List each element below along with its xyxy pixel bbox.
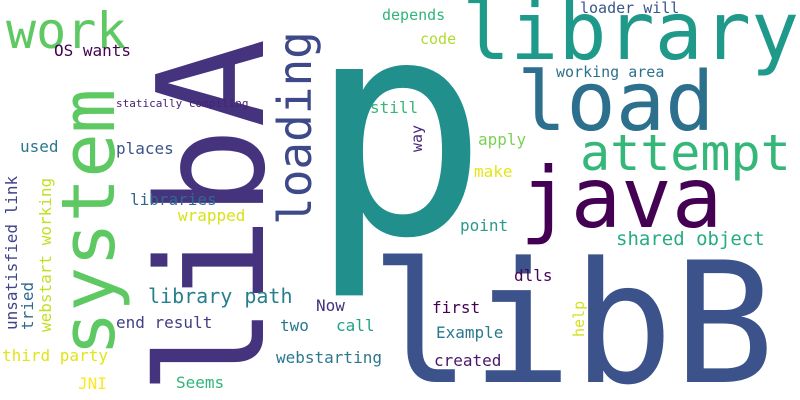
word-tried: tried	[18, 281, 37, 330]
word-libB: libB	[370, 226, 775, 400]
word-two: two	[280, 316, 309, 335]
word-third-party: third party	[2, 346, 108, 365]
word-loader-will: loader will	[580, 0, 680, 17]
word-seems: Seems	[176, 373, 225, 392]
word-depends: depends	[382, 6, 446, 24]
word-places: places	[116, 139, 174, 158]
word-os-wants: OS wants	[54, 41, 132, 60]
word-example: Example	[436, 323, 504, 342]
word-working-area: working area	[556, 63, 665, 81]
word-system: system	[46, 88, 132, 356]
word-attempt: attempt	[580, 124, 791, 182]
word-way: way	[408, 124, 426, 152]
word-still: still	[370, 98, 419, 117]
word-java: java	[520, 149, 723, 247]
word-make: make	[474, 162, 513, 181]
word-help: help	[570, 300, 588, 337]
word-call: call	[336, 316, 375, 335]
word-created: created	[434, 351, 502, 370]
word-apply: apply	[478, 130, 527, 149]
word-p: p	[308, 0, 489, 304]
word-dlls: dlls	[514, 266, 553, 285]
word-load: load	[517, 55, 715, 150]
word-jni: JNI	[78, 374, 107, 393]
word-library: library	[462, 0, 800, 78]
word-shared-object: shared object	[616, 228, 765, 250]
word-loading: loading	[268, 31, 322, 225]
word-webstart-working: webstart working	[36, 177, 55, 332]
word-webstarting: webstarting	[276, 348, 382, 367]
word-now: Now	[316, 296, 345, 315]
word-work: work	[6, 2, 127, 60]
word-statically-compiling: statically compiling	[116, 97, 249, 110]
word-library-path: library path	[148, 284, 293, 308]
word-used: used	[20, 137, 59, 156]
word-wrapped: wrapped	[178, 206, 246, 225]
word-libraries: libraries	[130, 190, 217, 209]
word-end-result: end result	[116, 313, 213, 332]
word-first: first	[432, 298, 481, 317]
word-point: point	[460, 216, 509, 235]
word-code: code	[420, 30, 457, 48]
